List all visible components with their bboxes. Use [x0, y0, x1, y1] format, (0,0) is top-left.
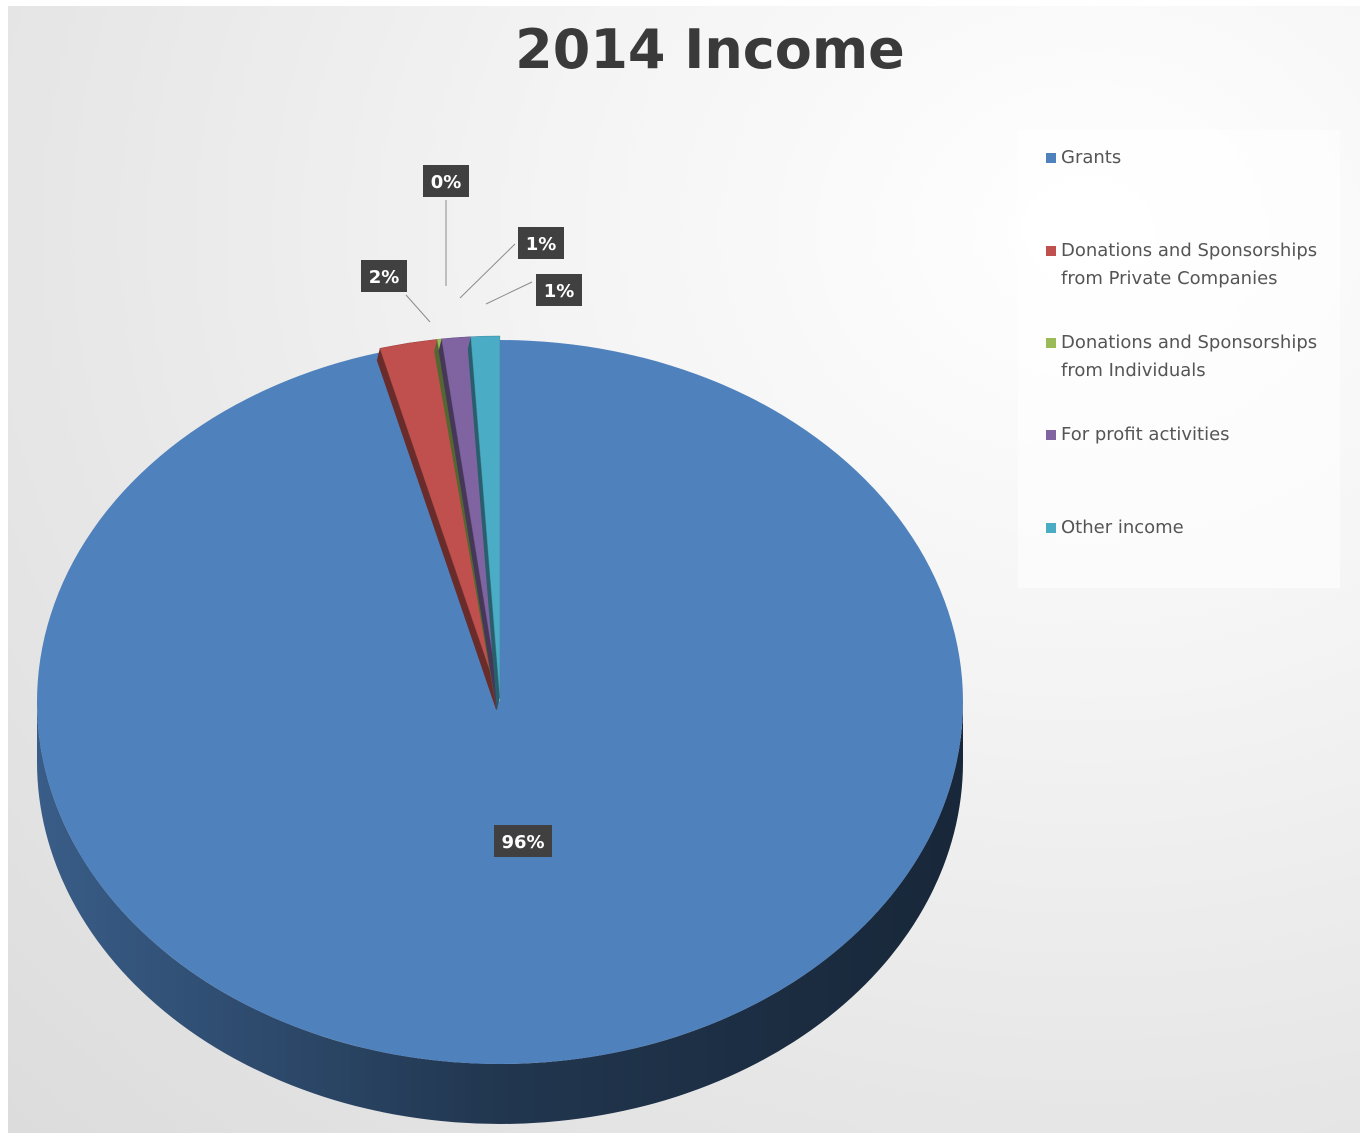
legend-item-grants: Grants — [1046, 144, 1336, 172]
slice-other-income — [470, 335, 501, 699]
legend-item-donations-individuals: Donations and Sponsorships from Individu… — [1046, 329, 1336, 385]
legend-swatch — [1046, 246, 1056, 256]
data-label-box — [518, 227, 564, 259]
slice-donations-companies-edge — [376, 348, 500, 711]
chart-title: 2014 Income — [515, 18, 905, 81]
legend-item-for-profit: For profit activities — [1046, 421, 1336, 449]
legend-item-donations-companies: Donations and Sponsorships from Private … — [1046, 237, 1336, 293]
legend-label: Donations and Sponsorships from Individu… — [1061, 332, 1318, 381]
legend-label: Other income — [1061, 517, 1184, 538]
data-label-box — [494, 825, 552, 857]
legend: Grants Donations and Sponsorships from P… — [1018, 130, 1340, 588]
slice-for-profit-edge — [438, 338, 500, 711]
slice-for-profit — [441, 336, 500, 699]
data-label: 2% — [369, 267, 400, 288]
legend-swatch — [1046, 430, 1056, 440]
data-label: 0% — [431, 172, 462, 193]
legend-label: For profit activities — [1061, 424, 1230, 445]
slice-side-grants — [37, 702, 963, 1124]
slice-grants — [37, 340, 964, 1064]
legend-swatch — [1046, 153, 1056, 163]
legend-item-other-income: Other income — [1046, 514, 1336, 542]
data-label-box — [423, 165, 469, 197]
legend-label: Grants — [1061, 147, 1122, 168]
data-label-box — [536, 274, 582, 306]
slice-other-income-edge — [467, 336, 500, 711]
data-label: 96% — [501, 832, 544, 853]
leader-line — [485, 281, 533, 305]
leader-line — [405, 294, 431, 323]
leader-line — [459, 243, 516, 299]
legend-label: Donations and Sponsorships from Private … — [1061, 240, 1318, 289]
slice-donations-companies — [379, 339, 500, 699]
legend-swatch — [1046, 338, 1056, 348]
data-label: 1% — [526, 234, 557, 255]
data-label-box — [361, 260, 407, 292]
data-label: 1% — [544, 281, 575, 302]
legend-swatch — [1046, 523, 1056, 533]
